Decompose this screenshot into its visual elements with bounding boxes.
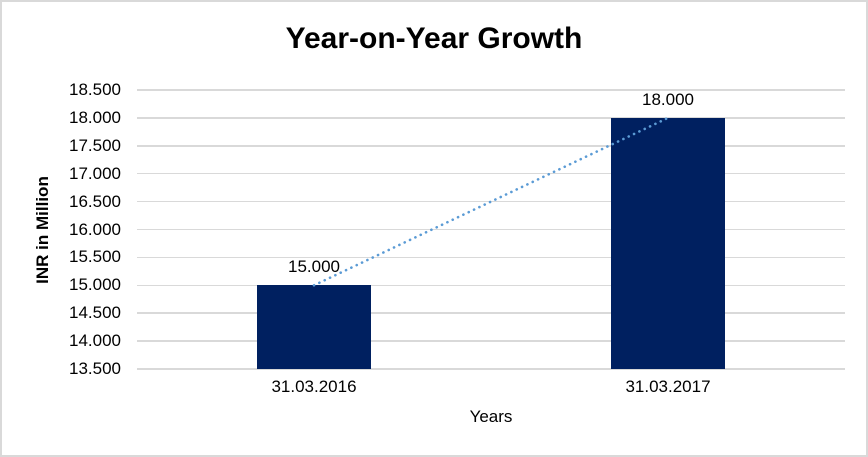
bar <box>257 285 371 369</box>
gridline <box>137 117 845 119</box>
gridline <box>137 172 845 175</box>
plot-area: 15.000 18.000 31.03.2016 31.03.2017 <box>137 89 845 396</box>
y-tick-label: 13.500 <box>69 359 121 378</box>
y-tick-label: 17.000 <box>69 163 121 183</box>
gridline <box>137 145 845 147</box>
y-tick-label: 14.500 <box>69 303 121 323</box>
x-tick-label: 31.03.2017 <box>625 377 711 396</box>
value-label: 18.000 <box>642 89 694 109</box>
y-tick-label: 15.000 <box>69 275 121 295</box>
gridline <box>137 368 845 370</box>
y-tick-label: 18.000 <box>69 107 121 127</box>
bar <box>611 117 725 369</box>
y-tick-label: 14.000 <box>69 331 121 351</box>
y-tick-label: 16.000 <box>69 219 121 239</box>
y-tick-label: 18.500 <box>69 80 121 99</box>
gridline <box>137 228 845 231</box>
value-label: 15.000 <box>288 257 340 277</box>
gridline <box>137 312 845 314</box>
chart-title: Year-on-Year Growth <box>285 22 583 55</box>
y-tick-label: 15.500 <box>69 247 121 267</box>
gridline <box>137 200 845 203</box>
gridline <box>137 89 845 91</box>
gridline <box>137 340 845 342</box>
y-tick-label: 17.500 <box>69 135 121 155</box>
y-tick-label: 16.500 <box>69 191 121 211</box>
gridline <box>137 284 845 287</box>
x-tick-label: 31.03.2016 <box>271 377 357 396</box>
x-axis-title: Years <box>469 407 513 426</box>
